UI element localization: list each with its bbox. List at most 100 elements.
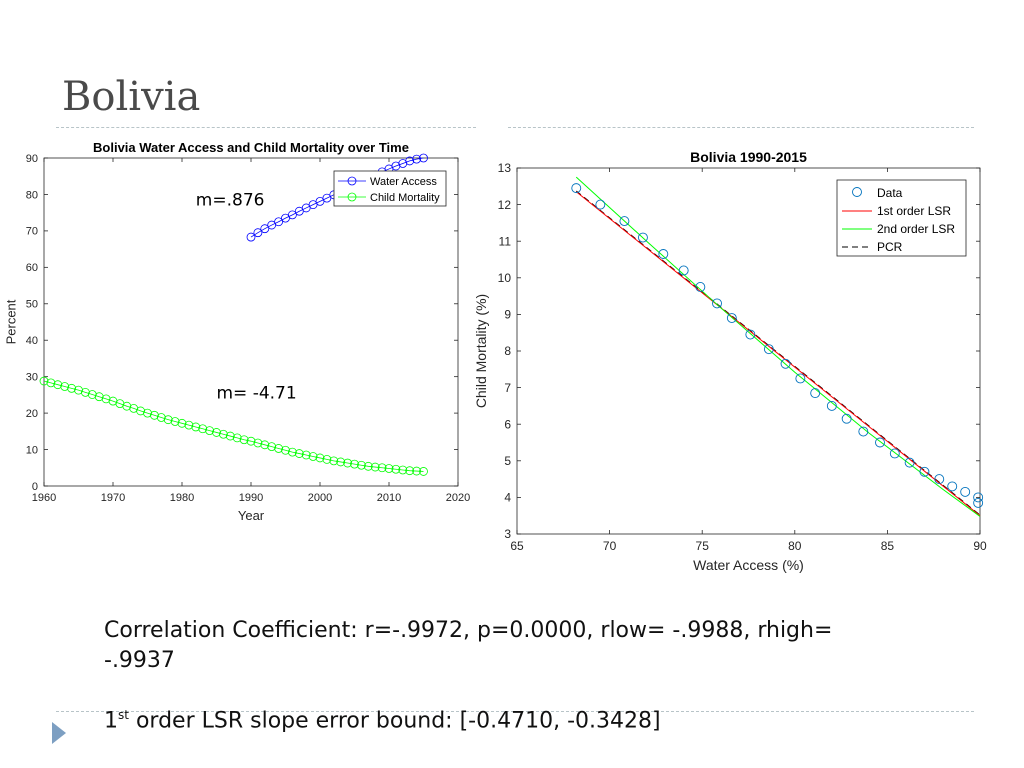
data-point: [136, 406, 146, 416]
x-tick-label: 1990: [239, 492, 263, 504]
data-point: [170, 417, 180, 426]
legend-marker: [852, 187, 862, 197]
data-point: [419, 153, 428, 163]
x-tick-label: 2020: [446, 492, 470, 504]
x-axis-label: Year: [238, 508, 265, 523]
legend-label: Water Access: [370, 176, 437, 188]
title-divider-left: [56, 127, 476, 128]
data-point: [356, 460, 366, 470]
x-tick-label: 75: [696, 539, 710, 553]
y-tick-label: 30: [26, 372, 38, 384]
data-point: [745, 329, 756, 340]
data-point: [571, 183, 582, 194]
x-tick-label: 1970: [101, 492, 125, 504]
data-point: [329, 456, 339, 466]
data-point: [795, 373, 806, 384]
data-point: [405, 156, 415, 166]
data-point: [322, 454, 332, 464]
data-point: [232, 433, 242, 443]
slope-caption-ordinal: st: [118, 708, 129, 722]
y-tick-label: 50: [26, 299, 38, 311]
y-axis-label: Child Mortality (%): [473, 294, 489, 408]
data-point: [858, 426, 869, 437]
data-point: [904, 457, 915, 468]
lsr1-line: [575, 191, 981, 517]
data-point: [191, 422, 201, 432]
y-tick-label: 90: [26, 153, 38, 165]
correlation-caption: Correlation Coefficient: r=-.9972, p=0.0…: [104, 618, 833, 673]
data-point: [412, 154, 422, 164]
legend-label: Data: [877, 186, 903, 200]
data-point: [163, 415, 173, 425]
x-tick-label: 80: [788, 539, 802, 553]
data-point: [377, 463, 387, 473]
data-point: [67, 383, 76, 393]
data-point: [46, 378, 56, 388]
x-tick-label: 2000: [308, 492, 332, 504]
data-point: [212, 428, 221, 437]
legend-box: [836, 179, 967, 257]
plot-area: [43, 157, 459, 487]
data-point: [350, 459, 359, 469]
time-series-chart-svg: 1960 1970 1980 1990 2000 2010 2020 0 10 20 30 40 50 6…: [3, 140, 470, 523]
y-tick-label: 9: [504, 308, 511, 322]
data-point: [143, 408, 152, 418]
y-tick-label: 7: [504, 381, 511, 395]
data-point: [875, 437, 885, 448]
data-point: [637, 232, 648, 243]
data-point: [87, 390, 97, 399]
y-tick-label: 8: [504, 344, 511, 358]
data-point: [658, 249, 669, 259]
data-point: [384, 464, 394, 473]
y-tick-label: 11: [499, 234, 512, 248]
data-point: [947, 481, 958, 492]
y-tick-label: 20: [26, 408, 38, 420]
y-tick-label: 5: [504, 454, 511, 468]
data-point: [253, 228, 263, 238]
data-point: [315, 453, 325, 463]
data-point: [198, 424, 208, 434]
series-line: [43, 380, 424, 472]
data-point: [919, 466, 930, 477]
x-tick-label: 85: [881, 539, 895, 553]
data-point: [363, 461, 373, 471]
y-tick-label: 0: [32, 481, 38, 493]
data-point: [246, 232, 256, 242]
x-tick-label: 65: [510, 539, 524, 553]
data-point: [336, 457, 346, 467]
data-point: [81, 387, 90, 397]
data-point: [712, 298, 722, 309]
x-tick-label: 1980: [170, 492, 194, 504]
data-point: [287, 210, 297, 220]
y-tick-label: 6: [504, 417, 511, 431]
data-point: [101, 394, 111, 404]
time-series-chart: 1960 1970 1980 1990 2000 2010 2020 0 10 20 30 40 50 6…: [0, 134, 470, 534]
data-point: [53, 380, 63, 390]
title-divider-right: [508, 127, 974, 128]
data-point: [149, 410, 159, 420]
y-tick-label: 70: [26, 226, 38, 238]
y-tick-label: 40: [26, 335, 38, 347]
scatter-chart: 65 70 75 80 85 90 3 4 5 6 7 8 9 10 11 12 13 Bolivia 1990-…: [470, 140, 990, 585]
data-point: [973, 497, 984, 508]
x-tick-label: 70: [603, 539, 617, 553]
y-tick-label: 13: [498, 161, 512, 175]
data-point: [74, 385, 83, 395]
triangle-bullet-icon: [52, 722, 66, 744]
slope-caption-text: order LSR slope error bound: [-0.4710, -…: [128, 708, 661, 734]
slope-caption-prefix: 1: [104, 708, 118, 734]
data-point: [763, 344, 774, 355]
x-tick-label: 2010: [377, 492, 401, 504]
caption-divider: [56, 711, 974, 712]
data-point: [260, 440, 270, 450]
data-point: [841, 413, 852, 424]
data-point: [156, 413, 166, 422]
data-point: [205, 426, 215, 436]
data-point: [695, 281, 706, 292]
data-point: [39, 376, 49, 386]
data-point: [726, 313, 737, 324]
data-point: [343, 458, 353, 468]
data-point: [973, 492, 984, 503]
data-point: [225, 431, 235, 441]
slope-annotation: m=.876: [196, 190, 265, 210]
